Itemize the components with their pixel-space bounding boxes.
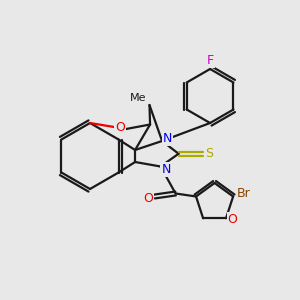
Text: Br: Br [237, 187, 250, 200]
Text: Me: Me [130, 93, 146, 103]
Text: N: N [163, 131, 172, 145]
Text: O: O [143, 191, 153, 205]
Text: F: F [206, 54, 214, 67]
Text: O: O [228, 213, 238, 226]
Text: N: N [161, 163, 171, 176]
Text: O: O [115, 121, 125, 134]
Text: S: S [205, 147, 213, 160]
